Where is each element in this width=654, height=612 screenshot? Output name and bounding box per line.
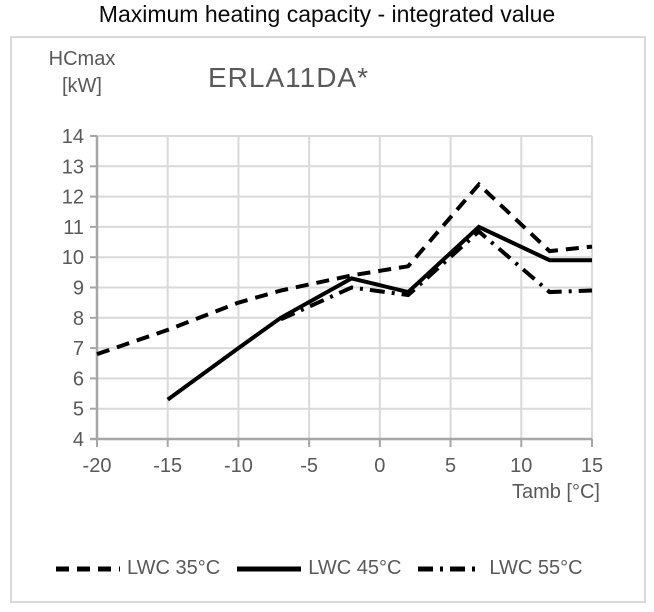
model-name: ERLA11DA* — [208, 62, 370, 93]
y-tick-label: 7 — [73, 338, 84, 360]
x-axis-title: Tamb [°C] — [511, 481, 600, 503]
figure-title: Maximum heating capacity - integrated va… — [98, 1, 556, 27]
legend-line-sample — [237, 566, 302, 571]
x-tick-label: -15 — [153, 455, 182, 477]
y-axis-title-line1: HCmax — [48, 48, 116, 70]
x-tick-label: -20 — [83, 455, 112, 477]
legend-label: LWC 45°C — [308, 557, 402, 579]
y-tick-label: 13 — [62, 156, 84, 178]
y-axis-title: HCmax [kW] — [27, 46, 137, 100]
y-axis-title-line2: [kW] — [62, 75, 102, 97]
legend-item-lwc-45-c: LWC 45°C — [237, 557, 401, 580]
y-tick-label: 14 — [62, 126, 84, 148]
legend: LWC 35°C LWC 45°C LWC 55°C — [56, 557, 583, 580]
legend-line-sample — [56, 566, 120, 571]
chart-area: HCmax [kW] ERLA11DA* -20 -15 -10 -5 0 5 10 15 4 5… — [10, 36, 646, 603]
x-tick-label: 10 — [510, 455, 532, 477]
legend-label: LWC 35°C — [127, 557, 221, 579]
x-tick-label: 0 — [374, 455, 385, 477]
series-line-lwc-55-c — [280, 228, 593, 322]
x-tick-label: 15 — [581, 455, 603, 477]
x-tick-label: 5 — [445, 455, 456, 477]
y-tick-label: 11 — [63, 217, 84, 239]
x-tick-label: -10 — [224, 455, 253, 477]
series-line-lwc-35-c — [96, 181, 593, 357]
y-tick-label: 8 — [73, 308, 84, 330]
legend-item-lwc-55-c: LWC 55°C — [418, 557, 583, 580]
y-tick-label: 5 — [73, 399, 84, 421]
y-tick-label: 6 — [73, 368, 84, 390]
y-tick-label: 12 — [62, 187, 84, 209]
x-tick-label: -5 — [300, 455, 318, 477]
legend-item-lwc-35-c: LWC 35°C — [56, 557, 220, 580]
series-line-lwc-45-c — [166, 224, 592, 402]
legend-line-sample — [418, 566, 483, 571]
y-tick-label: 10 — [62, 247, 84, 269]
legend-label: LWC 55°C — [489, 557, 583, 579]
plot-svg: -20 -15 -10 -5 0 5 10 15 4 5 6 7 8 9 10 11 12 13 14 — [62, 126, 603, 477]
y-tick-label: 9 — [73, 278, 84, 300]
y-tick-label: 4 — [73, 429, 84, 451]
